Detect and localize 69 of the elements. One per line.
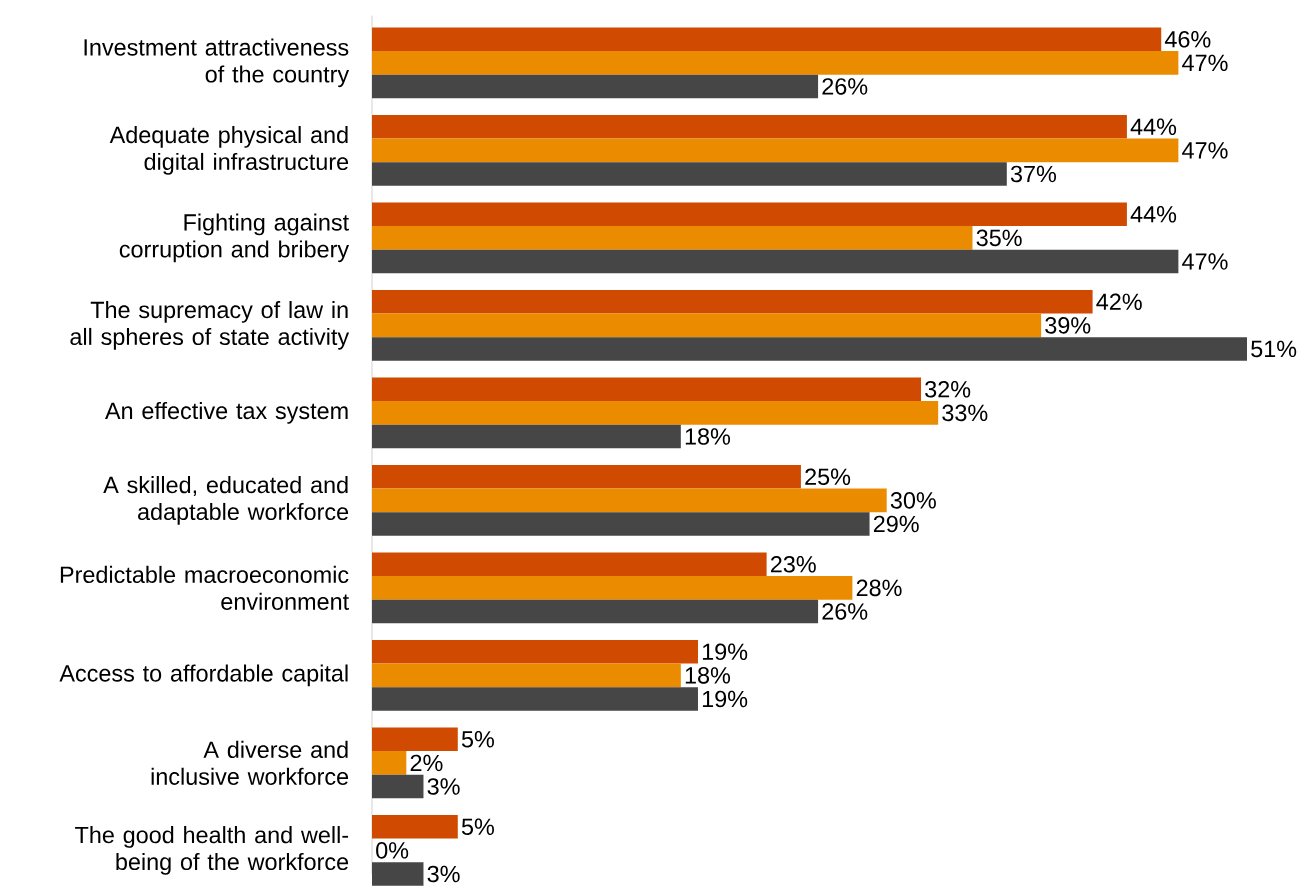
y-tick-label: The supremacy of law in all spheres of state activity [70,301,350,350]
bar [372,162,1007,186]
bar [372,512,870,536]
bar [372,599,819,624]
bar [372,424,681,449]
data-label: 47% [1182,253,1228,270]
data-label: 44% [1130,206,1177,223]
bar [372,464,801,489]
y-tick-label: Investment attractiveness of the country [84,38,350,88]
bar [372,814,458,839]
bar [372,377,922,402]
bar [372,687,698,711]
bar [372,337,1247,361]
data-label: 33% [942,404,988,422]
y-tick-label: The good health and well-being of the workforce [75,826,349,875]
bar [372,226,973,250]
data-label: 26% [822,603,868,620]
data-label: 37% [1010,165,1057,183]
bar [372,249,1179,274]
data-label: 32% [925,380,971,398]
y-tick-label: Access to affordable capital [59,664,348,687]
bar [372,74,819,99]
data-label: 39% [1045,317,1091,334]
bar [372,138,1179,163]
y-tick-label: Predictable macroeconomic environment [60,565,349,610]
data-label: 5% [461,731,494,748]
bar [372,401,939,425]
bar [372,774,424,799]
bar [372,663,681,688]
bar [372,114,1127,139]
bar [372,727,458,752]
y-tick-label: A skilled, educated and adaptable workforce [103,476,349,525]
data-label: 19% [702,643,748,661]
bar [372,313,1042,338]
data-label: 19% [702,690,748,708]
y-tick-label: Adequate physical and digital infrastructure [109,126,349,175]
bar [372,51,1179,75]
data-label: 51% [1251,340,1297,358]
data-label: 23% [770,555,816,573]
data-label: 2% [410,754,443,772]
y-tick-label: Fighting against corruption and bribery [119,213,350,263]
data-label: 3% [427,778,460,795]
data-label: 47% [1182,142,1228,159]
data-label: 26% [822,78,868,95]
data-label: 44% [1130,118,1177,135]
data-label: 18% [685,667,731,684]
bar [372,289,1093,314]
data-label: 3% [427,865,460,883]
data-label: 35% [976,229,1022,247]
data-label: 42% [1096,293,1142,311]
bar [372,576,853,600]
data-label: 25% [805,468,851,486]
bar [372,202,1127,227]
bar [372,862,424,886]
y-tick-label: A diverse and inclusive workforce [151,740,349,785]
data-label: 29% [873,515,919,533]
y-tick-label: An effective tax system [105,401,348,424]
data-label: 0% [376,842,409,859]
data-label: 30% [890,492,936,509]
data-label: 28% [856,579,902,597]
bar [372,488,887,513]
bar [372,751,407,775]
bar [372,639,698,664]
data-label: 5% [461,818,494,836]
bar [372,27,1162,52]
bar [372,552,767,577]
data-label: 47% [1182,54,1228,72]
data-label: 46% [1164,30,1211,48]
data-label: 18% [685,428,731,445]
